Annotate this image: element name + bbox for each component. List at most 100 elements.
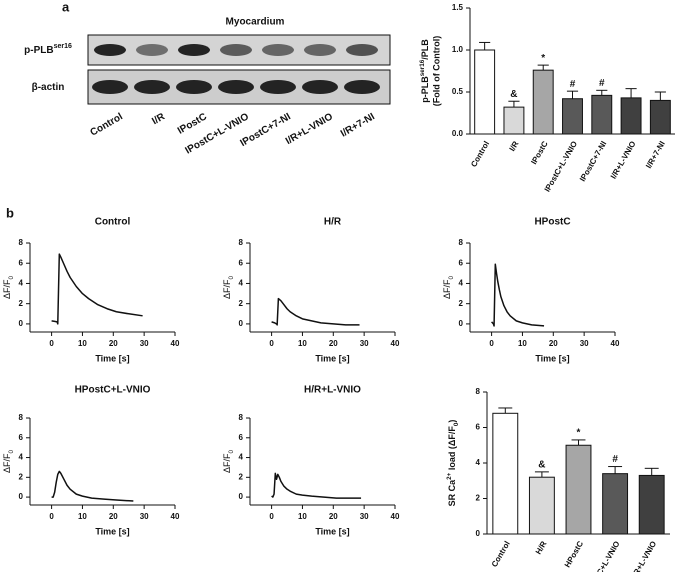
- band: [346, 44, 378, 56]
- chart-title: HPostC: [534, 217, 570, 228]
- trace: [491, 263, 545, 327]
- y-tick-label: 8: [239, 238, 244, 247]
- chart-title: H/R: [324, 217, 342, 228]
- y-axis-label-part: /PLB: [420, 39, 430, 60]
- x-tick-label: 30: [360, 512, 369, 521]
- y-tick-label: 4: [239, 453, 244, 462]
- y-tick-label: 6: [476, 423, 481, 432]
- y-axis-label: ΔF/F0: [222, 450, 235, 474]
- y-tick-label: 4: [19, 453, 24, 462]
- x-tick-label: 40: [171, 339, 180, 348]
- x-tick-label: 40: [391, 512, 400, 521]
- x-tick-label: HPostC+L-VNIO: [584, 540, 622, 572]
- x-tick-label: Control: [469, 140, 491, 169]
- bar: [528, 476, 555, 535]
- x-tick-label: 0: [269, 512, 274, 521]
- y-tick-label: 4: [459, 279, 464, 288]
- y-axis-label-part: 0: [228, 276, 235, 280]
- y-axis-label-part: p-PLB: [420, 76, 430, 103]
- band: [176, 80, 212, 94]
- y-axis-label-part: ΔF/F: [2, 279, 12, 299]
- y-axis-label-part: SR Ca: [447, 479, 457, 507]
- y-tick-label: 4: [19, 279, 24, 288]
- y-tick-label: 8: [19, 238, 24, 247]
- x-axis-label: Time [s]: [315, 353, 349, 363]
- y-tick-label: 4: [476, 458, 481, 467]
- annotation: *: [577, 428, 581, 439]
- y-tick-label: 6: [239, 433, 244, 442]
- y-axis-label-part: 0: [8, 450, 15, 454]
- y-tick-label: 8: [19, 413, 24, 422]
- blot-row-label-part: β-actin: [32, 82, 65, 93]
- chart-title: Control: [95, 217, 131, 228]
- x-axis-label: Time [s]: [95, 526, 129, 536]
- x-tick-label: 0: [49, 512, 54, 521]
- bar: [591, 94, 613, 135]
- y-tick-label: 0: [459, 319, 464, 328]
- x-tick-label: 20: [109, 339, 118, 348]
- band: [302, 80, 338, 94]
- y-tick-label: 0: [239, 319, 244, 328]
- y-tick-label: 6: [239, 258, 244, 267]
- y-tick-label: 0: [476, 529, 481, 538]
- trace: [51, 470, 134, 502]
- y-tick-label: 0: [239, 492, 244, 501]
- x-tick-label: 0: [49, 339, 54, 348]
- y-tick-label: 1.0: [452, 45, 464, 54]
- x-axis-label: Time [s]: [535, 353, 569, 363]
- y-tick-label: 8: [459, 238, 464, 247]
- y-tick-label: 0.0: [452, 129, 464, 138]
- x-tick-label: IPostC: [529, 139, 550, 166]
- band: [218, 80, 254, 94]
- blot-row-label-part: p-PLB: [24, 45, 53, 56]
- y-axis-label-part: ΔF/F: [222, 279, 232, 299]
- band: [94, 44, 126, 56]
- lane-label: IPostC: [176, 111, 209, 136]
- chart-title: HPostC+L-VNIO: [75, 385, 151, 396]
- x-tick-label: 10: [78, 512, 87, 521]
- bar: [565, 444, 592, 535]
- x-tick-label: IPostC+7-NI: [578, 140, 608, 184]
- blot-row-label: β-actin: [32, 82, 65, 93]
- band: [304, 44, 336, 56]
- annotation: #: [599, 78, 605, 89]
- x-tick-label: 40: [171, 512, 180, 521]
- x-tick-label: 30: [580, 339, 589, 348]
- y-axis-label-part: 0: [228, 450, 235, 454]
- blot-row-label-part: ser16: [54, 43, 72, 50]
- y-tick-label: 8: [239, 413, 244, 422]
- trace: [271, 472, 362, 499]
- x-tick-label: HPostC: [563, 539, 585, 569]
- x-tick-label: H/R: [534, 539, 549, 556]
- x-axis-label: Time [s]: [95, 353, 129, 363]
- y-axis-label: (Fold of Control): [431, 36, 441, 106]
- x-tick-label: 0: [269, 339, 274, 348]
- y-axis-label-part: 2+: [446, 472, 453, 480]
- bar: [492, 412, 519, 535]
- bar: [474, 49, 496, 135]
- y-axis-label: SR Ca2+ load (ΔF/F0): [446, 420, 460, 507]
- x-tick-label: 10: [298, 339, 307, 348]
- band: [220, 44, 252, 56]
- y-axis-label-part: ): [447, 420, 457, 423]
- y-axis-label: ΔF/F0: [442, 276, 455, 300]
- annotation: &: [510, 89, 517, 100]
- band: [262, 44, 294, 56]
- x-tick-label: 20: [549, 339, 558, 348]
- x-tick-label: I/R+L-VNIO: [609, 140, 638, 181]
- y-axis-label-part: ΔF/F: [222, 453, 232, 473]
- band: [260, 80, 296, 94]
- band: [344, 80, 380, 94]
- x-tick-label: 30: [140, 339, 149, 348]
- x-tick-label: I/R+7-NI: [644, 140, 667, 170]
- y-tick-label: 6: [459, 258, 464, 267]
- panel-label: b: [6, 205, 14, 220]
- blot-row-label: p-PLBser16: [24, 43, 72, 55]
- bands: [92, 44, 380, 94]
- y-axis-label-part: 0: [453, 422, 460, 426]
- bar: [503, 106, 525, 135]
- x-tick-label: H/R+L-VNIO: [628, 540, 659, 572]
- y-axis-label-part: ser16: [419, 59, 426, 76]
- lane-label: I/R+7-NI: [339, 111, 377, 139]
